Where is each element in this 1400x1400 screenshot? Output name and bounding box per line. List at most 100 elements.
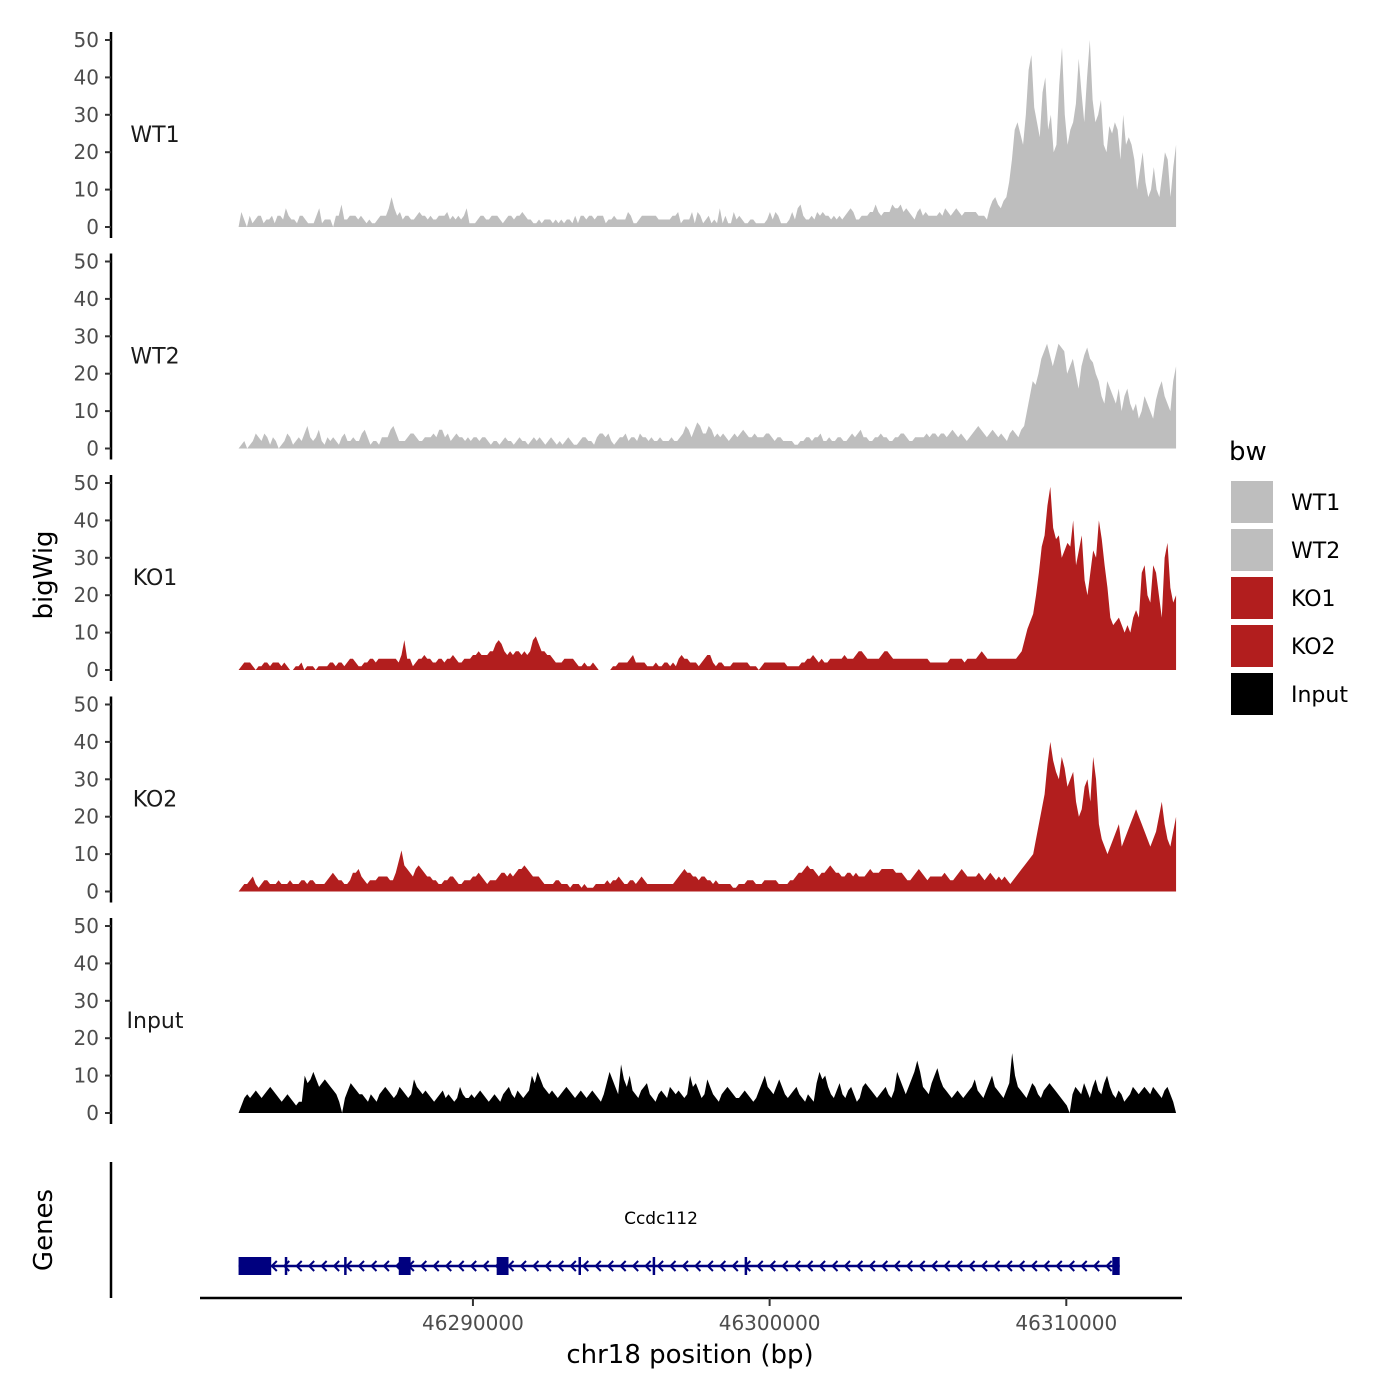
y-tick-label: 30	[74, 103, 99, 127]
strand-arrow	[457, 1260, 465, 1272]
strand-arrow	[781, 1260, 789, 1272]
strand-arrow	[320, 1260, 328, 1272]
legend-label: Input	[1291, 683, 1348, 708]
strand-arrow	[1105, 1260, 1113, 1272]
gene-name: Ccdc112	[624, 1209, 698, 1229]
gene-exon	[238, 1257, 272, 1275]
strand-arrow	[756, 1260, 764, 1272]
y-tick-label: 0	[86, 658, 99, 682]
legend-item-ko1: KO1	[1229, 575, 1336, 621]
track-label: KO2	[133, 788, 178, 813]
legend-swatch	[1229, 623, 1275, 669]
strand-arrow	[1018, 1260, 1026, 1272]
strand-arrow	[706, 1260, 714, 1272]
strand-arrow	[1080, 1260, 1088, 1272]
y-tick-label: 50	[74, 28, 99, 52]
strand-arrow	[918, 1260, 926, 1272]
genes-panel: Genes Ccdc112	[29, 1162, 1120, 1298]
y-tick-label: 40	[74, 730, 99, 754]
strand-arrow	[656, 1260, 664, 1272]
strand-arrow	[556, 1260, 565, 1272]
legend-label: KO1	[1291, 587, 1336, 612]
gene-model	[238, 1257, 1120, 1275]
strand-arrow	[432, 1260, 440, 1272]
y-tick-label: 50	[74, 250, 99, 274]
legend-item-wt1: WT1	[1229, 479, 1340, 525]
strand-arrow	[768, 1260, 776, 1272]
strand-arrow	[868, 1260, 876, 1272]
y-tick-label: 10	[74, 399, 99, 423]
strand-arrow	[469, 1260, 477, 1272]
legend-label: WT1	[1291, 491, 1340, 516]
x-tick-label: 46290000	[422, 1311, 524, 1335]
y-tick-label: 20	[74, 362, 99, 386]
gene-exon	[496, 1257, 509, 1275]
track-ko2: 0 10 20 30 40 50 KO2	[74, 693, 1177, 904]
strand-arrow	[955, 1260, 963, 1272]
legend-item-ko2: KO2	[1229, 623, 1336, 669]
track-wt2: 0 10 20 30 40 50 WT2	[74, 250, 1177, 461]
y-tick-label: 20	[74, 1026, 99, 1050]
coverage-area	[238, 1053, 1177, 1113]
genes-axis-title: Genes	[29, 1189, 59, 1271]
strand-arrow	[1055, 1260, 1063, 1272]
gene-exon	[398, 1257, 411, 1275]
legend-title: bw	[1229, 437, 1267, 467]
track-ko1: 0 10 20 30 40 50 KO1	[74, 471, 1177, 682]
strand-arrow	[644, 1260, 652, 1272]
strand-arrow	[893, 1260, 901, 1272]
strand-arrow	[1005, 1260, 1013, 1272]
track-label: Input	[127, 1009, 184, 1034]
x-axis-ticks: 46290000 46300000 46310000	[422, 1298, 1117, 1335]
strand-arrow	[581, 1260, 590, 1272]
strand-arrow	[1092, 1260, 1100, 1272]
coverage-area	[238, 741, 1177, 892]
y-tick-label: 0	[86, 880, 99, 904]
legend-label: KO2	[1291, 635, 1336, 660]
strand-arrow	[544, 1260, 552, 1272]
strand-arrow	[681, 1260, 689, 1272]
y-tick-label: 0	[86, 215, 99, 239]
coverage-area	[238, 343, 1177, 449]
strand-arrow	[444, 1260, 452, 1272]
strand-arrow	[606, 1260, 614, 1272]
strand-arrow	[519, 1260, 527, 1272]
legend: bw WT1 WT2 KO1 KO2 Input	[1229, 437, 1348, 717]
strand-arrow	[332, 1260, 340, 1272]
strand-arrow	[532, 1260, 540, 1272]
strand-arrow	[731, 1260, 739, 1272]
legend-swatch	[1229, 575, 1275, 621]
strand-arrow	[806, 1260, 814, 1272]
strand-arrow	[631, 1260, 639, 1272]
strand-arrow	[930, 1260, 938, 1272]
track-input: 0 10 20 30 40 50 Input	[74, 914, 1177, 1125]
y-tick-label: 50	[74, 914, 99, 938]
coverage-area	[238, 486, 1177, 670]
track-label: WT2	[130, 345, 179, 370]
strand-arrow	[943, 1260, 951, 1272]
y-tick-label: 30	[74, 546, 99, 570]
track-label: KO1	[133, 566, 178, 591]
strand-arrow	[669, 1260, 677, 1272]
tracks: 0 10 20 30 40 50 WT1 0 10 20 30 40 50 WT2 0 10 20 30 40 50 K…	[74, 28, 1177, 1125]
y-tick-label: 30	[74, 989, 99, 1013]
strand-arrow	[295, 1260, 303, 1272]
strand-arrow	[307, 1260, 315, 1272]
x-tick-label: 46310000	[1015, 1311, 1117, 1335]
strand-arrow	[831, 1260, 839, 1272]
y-tick-label: 20	[74, 805, 99, 829]
strand-arrow	[270, 1260, 278, 1272]
strand-arrow	[856, 1260, 864, 1272]
strand-arrow	[382, 1260, 390, 1272]
strand-arrow	[793, 1260, 801, 1272]
gene-exon	[1112, 1257, 1120, 1275]
y-tick-label: 20	[74, 583, 99, 607]
strand-arrow	[357, 1260, 365, 1272]
strand-arrow	[370, 1260, 378, 1272]
strand-arrow	[1067, 1260, 1075, 1272]
y-tick-label: 30	[74, 324, 99, 348]
legend-swatch	[1229, 479, 1275, 525]
y-tick-label: 40	[74, 951, 99, 975]
strand-arrow	[1042, 1260, 1051, 1272]
